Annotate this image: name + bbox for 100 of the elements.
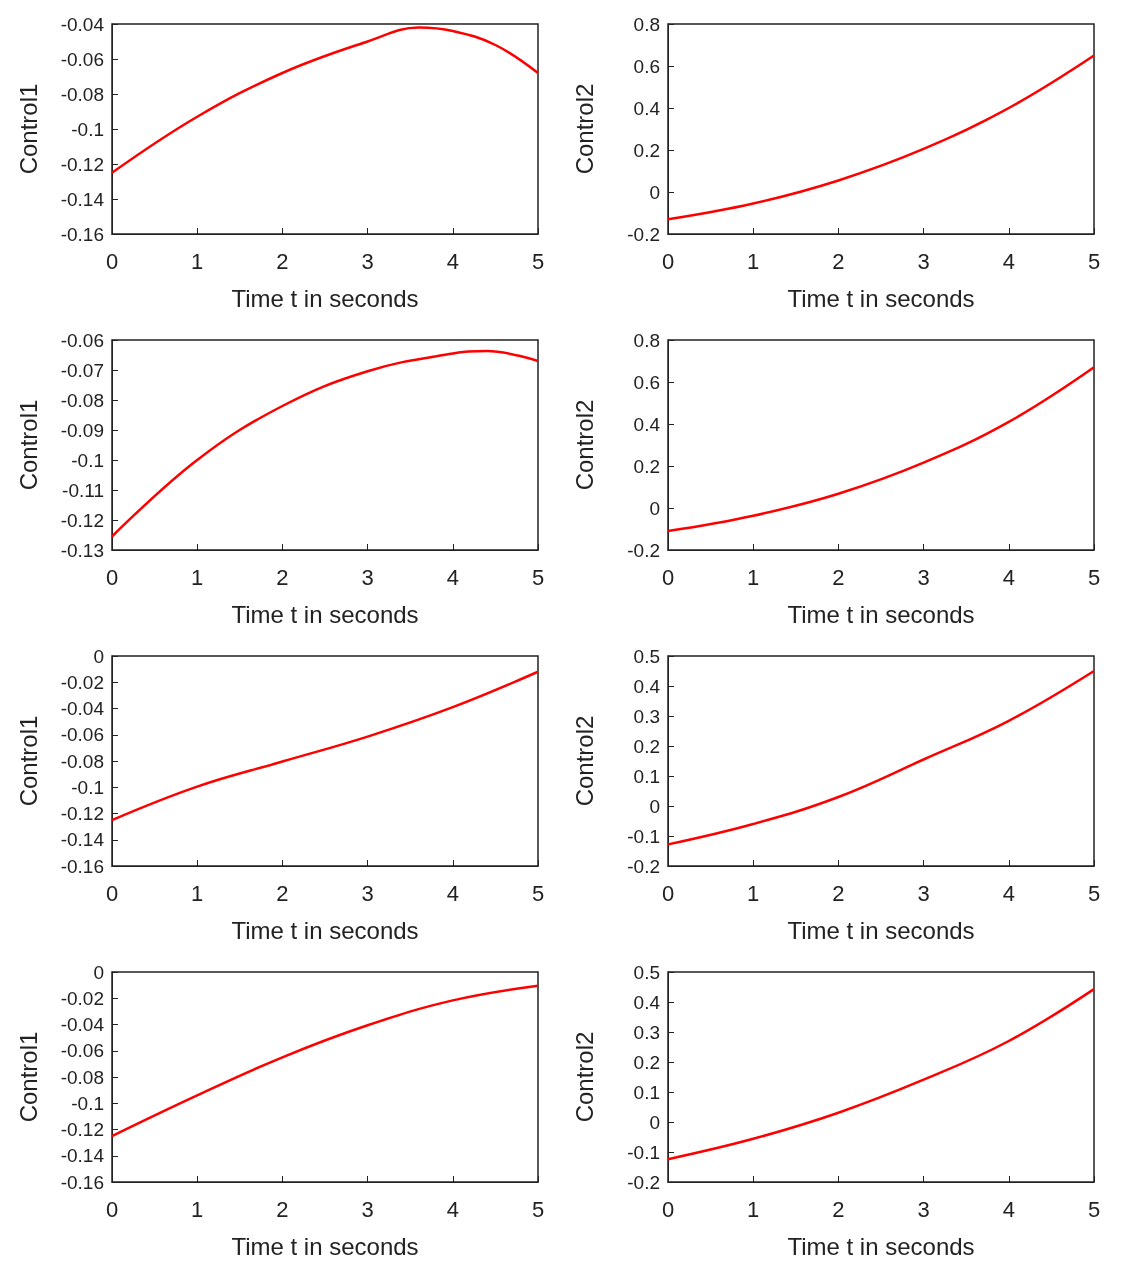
x-axis-title: Time t in seconds <box>787 1232 975 1260</box>
y-tick-label: -0.12 <box>60 1119 104 1140</box>
x-tick-label: 3 <box>917 880 930 906</box>
y-tick-label: -0.1 <box>627 825 660 847</box>
x-tick-label: 3 <box>361 248 374 274</box>
y-tick-label: 0 <box>649 181 660 203</box>
x-tick-label: 1 <box>191 1196 204 1222</box>
x-axis-title: Time t in seconds <box>787 916 975 944</box>
line-series <box>666 987 1096 1161</box>
x-tick-label: 1 <box>191 880 204 906</box>
x-tick-label: 2 <box>832 248 845 274</box>
line-series <box>666 669 1096 846</box>
y-tick-label: -0.08 <box>60 750 104 772</box>
x-tick-label: 2 <box>832 1196 845 1222</box>
x-tick-label: 5 <box>1087 564 1101 590</box>
y-tick-label: -0.16 <box>60 223 104 245</box>
x-axis-title: Time t in seconds <box>787 284 975 312</box>
x-tick-label: 1 <box>747 1196 760 1222</box>
line-series <box>110 984 540 1138</box>
line-series <box>666 366 1096 533</box>
x-tick-label: 2 <box>276 1196 289 1222</box>
y-tick-label: 0.5 <box>633 645 660 667</box>
y-tick-label: 0.1 <box>633 765 660 787</box>
y-tick-label: -0.13 <box>60 539 104 561</box>
x-tick-label: 4 <box>446 880 459 906</box>
y-tick-label: -0.12 <box>60 803 104 824</box>
x-tick-label: 5 <box>1087 1196 1101 1222</box>
x-tick-label: 5 <box>1087 248 1101 274</box>
y-tick-label: -0.09 <box>60 419 104 441</box>
y-tick-label: -0.2 <box>627 1171 660 1193</box>
y-tick-label: -0.1 <box>71 449 104 471</box>
x-tick-label: 2 <box>276 248 289 274</box>
x-tick-label: 4 <box>1002 880 1015 906</box>
y-tick-label: -0.06 <box>60 1040 104 1062</box>
y-tick-label: -0.08 <box>60 389 104 411</box>
y-tick-label: -0.16 <box>60 1171 104 1193</box>
x-axis-title: Time t in seconds <box>231 1232 419 1260</box>
y-tick-label: 0.1 <box>633 1081 660 1103</box>
x-axis-title: Time t in seconds <box>231 916 419 944</box>
x-tick-label: 4 <box>1002 1196 1015 1222</box>
x-tick-label: 2 <box>276 880 289 906</box>
y-tick-label: 0.3 <box>633 705 660 727</box>
y-tick-label: 0.2 <box>633 735 660 757</box>
y-tick-label: -0.06 <box>60 724 104 746</box>
x-tick-label: 4 <box>1002 248 1015 274</box>
x-tick-label: 3 <box>361 880 374 906</box>
y-tick-label: 0.4 <box>633 413 661 435</box>
x-tick-label: 3 <box>917 1196 930 1222</box>
line-series <box>110 26 540 174</box>
x-tick-label: 5 <box>531 248 545 274</box>
y-axis-title: Control1 <box>14 715 42 807</box>
x-tick-label: 4 <box>1002 564 1015 590</box>
y-axis-title: Control2 <box>570 1031 598 1123</box>
y-tick-label: -0.02 <box>60 987 104 1009</box>
y-tick-label: -0.1 <box>71 118 104 140</box>
y-tick-label: -0.04 <box>60 698 105 719</box>
y-tick-label: 0.4 <box>633 675 661 697</box>
x-tick-label: 2 <box>832 564 845 590</box>
y-tick-label: 0.4 <box>633 991 661 1013</box>
y-tick-label: 0.6 <box>633 371 660 393</box>
y-tick-label: -0.06 <box>60 48 104 70</box>
y-axis-title: Control2 <box>570 83 598 175</box>
x-tick-label: 3 <box>917 564 930 590</box>
line-series <box>110 670 540 822</box>
y-tick-label: -0.14 <box>60 188 105 210</box>
x-tick-label: 1 <box>747 880 760 906</box>
x-tick-label: 1 <box>191 564 204 590</box>
x-axis-title: Time t in seconds <box>231 284 419 312</box>
x-tick-label: 4 <box>446 248 459 274</box>
y-axis-title: Control2 <box>570 399 598 491</box>
x-tick-label: 1 <box>747 248 760 274</box>
y-tick-label: -0.2 <box>627 223 660 245</box>
x-tick-label: 2 <box>832 880 845 906</box>
y-tick-label: 0.2 <box>633 139 660 161</box>
y-axis-title: Control1 <box>14 83 42 175</box>
y-tick-label: -0.06 <box>60 329 104 351</box>
y-tick-label: -0.1 <box>71 776 104 798</box>
y-tick-label: 0.4 <box>633 97 661 119</box>
x-axis-title: Time t in seconds <box>787 600 975 628</box>
y-tick-label: 0.8 <box>633 13 660 35</box>
y-tick-label: -0.14 <box>60 829 105 851</box>
y-tick-label: -0.14 <box>60 1145 105 1167</box>
y-tick-label: 0.2 <box>633 455 660 477</box>
x-tick-label: 3 <box>361 1196 374 1222</box>
x-tick-label: 5 <box>531 1196 545 1222</box>
line-series <box>110 349 540 538</box>
y-tick-label: -0.12 <box>60 153 104 175</box>
y-tick-label: 0.2 <box>633 1051 660 1073</box>
y-tick-label: 0 <box>649 497 660 519</box>
y-tick-label: 0.6 <box>633 55 660 77</box>
y-tick-label: -0.12 <box>60 509 104 531</box>
y-axis-title: Control1 <box>14 1031 42 1123</box>
y-tick-label: 0.8 <box>633 329 660 351</box>
y-axis-title: Control2 <box>570 715 598 807</box>
x-axis-title: Time t in seconds <box>231 600 419 628</box>
y-tick-label: 0 <box>649 795 660 817</box>
x-tick-label: 1 <box>747 564 760 590</box>
y-tick-label: -0.1 <box>71 1092 104 1114</box>
y-tick-label: -0.04 <box>60 13 105 35</box>
y-tick-label: -0.04 <box>60 1014 105 1035</box>
